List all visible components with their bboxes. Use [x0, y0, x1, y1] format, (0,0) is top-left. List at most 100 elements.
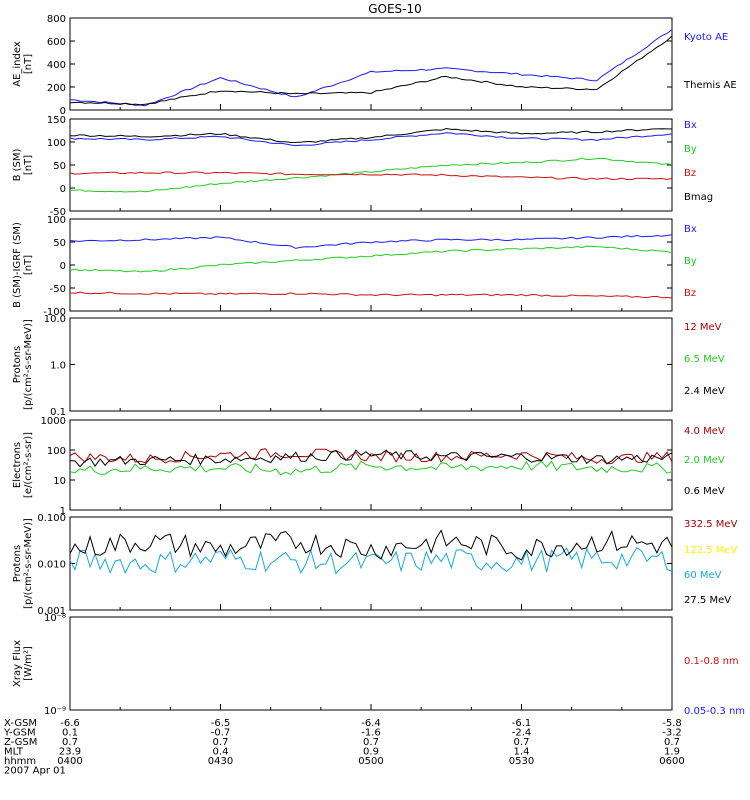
- series-line: [69, 171, 673, 181]
- series-line: [69, 449, 673, 468]
- plot-date: 2007 Apr 01: [4, 766, 66, 777]
- legend-entry: 2.0 MeV: [684, 455, 725, 466]
- x-row-value: -6.5: [211, 718, 231, 729]
- legend-entry: 0.6 MeV: [684, 486, 725, 497]
- y-tick-label: 0.1: [50, 407, 66, 418]
- panel-frame: [69, 317, 673, 412]
- x-row-value: 0.7: [363, 737, 379, 748]
- y-tick-label: 150: [47, 115, 66, 126]
- y-tick-label: 10⁻⁹: [44, 706, 66, 717]
- y-axis-label: Xray Flux: [12, 640, 23, 687]
- y-tick-label: 1000: [41, 416, 66, 427]
- chart-panel-6: 0.001 0.010 0.100 Protons [p/(cm²-s-sr-MeV)]…: [12, 513, 738, 617]
- y-tick-label: 100: [47, 138, 66, 149]
- y-tick-label: 10: [53, 476, 66, 487]
- y-tick-label: 0: [60, 106, 66, 117]
- chart-panel-4: 0.1 1.0 10.0 Protons [p/(cm²-s-sr-MeV)] 12 Me…: [12, 314, 725, 418]
- y-tick-label: 1: [60, 506, 66, 517]
- y-tick-label: 0: [60, 184, 66, 195]
- x-row-label: Y-GSM: [3, 728, 36, 739]
- x-row-value: 0400: [57, 756, 82, 767]
- series-line: [69, 234, 673, 249]
- panel-frame: [69, 218, 673, 312]
- plot-title: GOES-10: [368, 2, 422, 16]
- x-row-value: 0.9: [363, 747, 379, 758]
- y-tick-label: 200: [47, 83, 66, 94]
- x-row-value: 0.7: [514, 737, 530, 748]
- series-line: [69, 529, 673, 561]
- panel-frame: [69, 17, 673, 111]
- legend-entry: 12 MeV: [684, 322, 722, 333]
- series-line: [69, 460, 673, 476]
- y-axis-label: [W/m²]: [23, 646, 34, 681]
- chart-panel-1: 0 200 400 600 800 AE_index [nT] Kyoto AE Themis …: [12, 14, 737, 117]
- series-line: [69, 127, 673, 144]
- y-tick-label: 50: [53, 161, 66, 172]
- y-tick-label: 50: [53, 238, 66, 249]
- y-tick-label: 0: [60, 261, 66, 272]
- y-tick-label: 600: [47, 37, 66, 48]
- y-axis-label: [nT]: [23, 255, 34, 275]
- x-row-label: MLT: [4, 747, 24, 758]
- x-row-value: -5.8: [662, 718, 682, 729]
- y-axis-label: B (SM)-IGRF (SM): [12, 222, 23, 308]
- series-line: [69, 29, 673, 107]
- legend-entry: Kyoto AE: [684, 32, 728, 43]
- legend-entry: Bx: [684, 224, 697, 235]
- x-row-label: X-GSM: [4, 718, 37, 729]
- y-tick-label: 100: [47, 446, 66, 457]
- x-row-value: 0.7: [62, 737, 78, 748]
- y-axis-label: B (SM): [12, 148, 23, 181]
- y-axis-label: [nT]: [23, 54, 34, 74]
- y-tick-label: -50: [50, 207, 66, 218]
- x-row-value: 0430: [208, 756, 233, 767]
- legend-entry: Bx: [684, 120, 697, 131]
- x-row-value: -6.1: [512, 718, 532, 729]
- y-tick-label: 0.010: [37, 560, 66, 571]
- legend-entry: 0.05-0.3 nm: [684, 706, 745, 717]
- y-tick-label: 0.001: [37, 606, 66, 617]
- legend-entry: By: [684, 144, 697, 155]
- legend-entry: Themis AE: [683, 80, 737, 91]
- y-axis-label: Protons: [12, 346, 23, 383]
- legend-entry: Bz: [684, 288, 696, 299]
- x-row-value: 0600: [659, 756, 684, 767]
- legend-entry: 332.5 MeV: [684, 519, 738, 530]
- x-row-value: 1.9: [664, 747, 680, 758]
- chart-panel-2: -50 0 50 100 150 B (SM) [nT] Bx By Bz Bmag: [12, 115, 713, 218]
- panel-frame: [69, 118, 673, 212]
- x-row-value: -1.6: [361, 728, 381, 739]
- panel-frame: [69, 516, 673, 611]
- x-row-label: Z-GSM: [4, 737, 37, 748]
- legend-entry: Bmag: [684, 192, 713, 203]
- y-axis-label: Protons: [12, 545, 23, 582]
- y-tick-label: 800: [47, 14, 66, 25]
- y-tick-label: 10.0: [44, 314, 66, 325]
- legend-entry: 27.5 MeV: [684, 595, 731, 606]
- series-line: [69, 132, 673, 147]
- legend-entry: 122.5 MeV: [684, 545, 738, 556]
- y-axis-label: AE_index: [12, 41, 23, 87]
- series-line: [69, 157, 673, 193]
- y-axis-label: [e/(cm²-s-sr)]: [23, 432, 34, 498]
- y-tick-label: -50: [50, 284, 66, 295]
- panel-frame: [69, 419, 673, 511]
- series-line: [69, 546, 673, 575]
- legend-entry: By: [684, 256, 697, 267]
- x-row-value: -0.7: [211, 728, 231, 739]
- legend-entry: 4.0 MeV: [684, 426, 725, 437]
- series-line: [69, 291, 673, 299]
- y-axis-label: [p/(cm²-s-sr-MeV)]: [23, 319, 34, 410]
- x-row-value: -2.4: [512, 728, 532, 739]
- y-tick-label: 100: [47, 215, 66, 226]
- x-row-label: hhmm: [4, 756, 36, 767]
- x-row-value: 0.7: [213, 737, 229, 748]
- legend-entry: 0.1-0.8 nm: [684, 656, 739, 667]
- series-line: [69, 245, 673, 273]
- x-row-value: 0.4: [213, 747, 229, 758]
- panel-frame: [69, 616, 673, 711]
- y-tick-label: -100: [43, 307, 66, 318]
- x-row-value: 0530: [509, 756, 534, 767]
